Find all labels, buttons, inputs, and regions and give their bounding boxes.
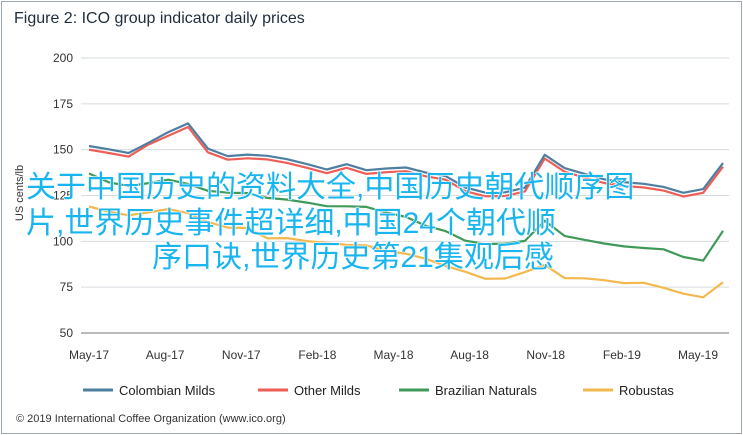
x-tick-label: May-19	[678, 348, 718, 362]
legend-entry: Robustas	[583, 383, 674, 398]
y-tick-label: 50	[60, 326, 74, 340]
series-line	[88, 125, 724, 198]
overlay-text-line: 序口诀,世界历史第21集观后感	[152, 241, 554, 274]
x-tick-label: Aug-18	[450, 348, 489, 362]
y-tick-label: 150	[53, 143, 73, 157]
overlay-text-line: 关于中国历史的资料大全,中国历史朝代顺序图	[26, 171, 634, 204]
x-tick-label: Feb-19	[603, 348, 641, 362]
y-tick-labels: 50 75 100 125 150 175 200	[53, 51, 73, 340]
legend-entry: Brazilian Naturals	[399, 383, 537, 398]
copyright-footer: © 2019 International Coffee Organization…	[16, 413, 286, 425]
legend: Colombian Milds Other Milds Brazilian Natu…	[83, 383, 674, 398]
x-tick-label: Feb-18	[298, 348, 336, 362]
grid-lines	[81, 57, 729, 334]
y-tick-label: 100	[53, 234, 73, 248]
x-tick-label: May-17	[69, 348, 109, 362]
legend-entry: Colombian Milds	[83, 383, 216, 398]
series-line	[88, 172, 724, 262]
y-tick-label: 75	[60, 280, 74, 294]
legend-label: Other Milds	[294, 383, 361, 398]
y-tick-label: 200	[53, 51, 73, 65]
series-lines	[88, 122, 724, 299]
x-tick-label: Nov-18	[526, 348, 565, 362]
line-chart: 50 75 100 125 150 175 200 May-17 Aug-17 Nov-17 Fe…	[14, 51, 729, 398]
overlay-watermark: 关于中国历史的资料大全,中国历史朝代顺序图片,世界历史事件超详细,中国24个朝代…	[25, 170, 635, 274]
chart-title: Figure 2: ICO group indicator daily pric…	[14, 10, 305, 27]
y-tick-label: 125	[53, 189, 73, 203]
x-tick-labels: May-17 Aug-17 Nov-17 Feb-18 May-18 Aug-18 Nov-…	[69, 348, 718, 362]
x-tick-label: May-18	[373, 348, 413, 362]
legend-entry: Other Milds	[258, 383, 361, 398]
legend-label: Robustas	[619, 383, 674, 398]
y-tick-label: 175	[53, 97, 73, 111]
x-tick-label: Nov-17	[222, 348, 261, 362]
y-axis-label: US cents/lb	[14, 165, 26, 221]
legend-label: Colombian Milds	[119, 383, 216, 398]
series-line	[88, 205, 724, 299]
overlay-text-line: 片,世界历史事件超详细,中国24个朝代顺	[26, 207, 556, 240]
series-line	[88, 122, 724, 194]
legend-label: Brazilian Naturals	[435, 383, 537, 398]
x-tick-label: Aug-17	[146, 348, 185, 362]
